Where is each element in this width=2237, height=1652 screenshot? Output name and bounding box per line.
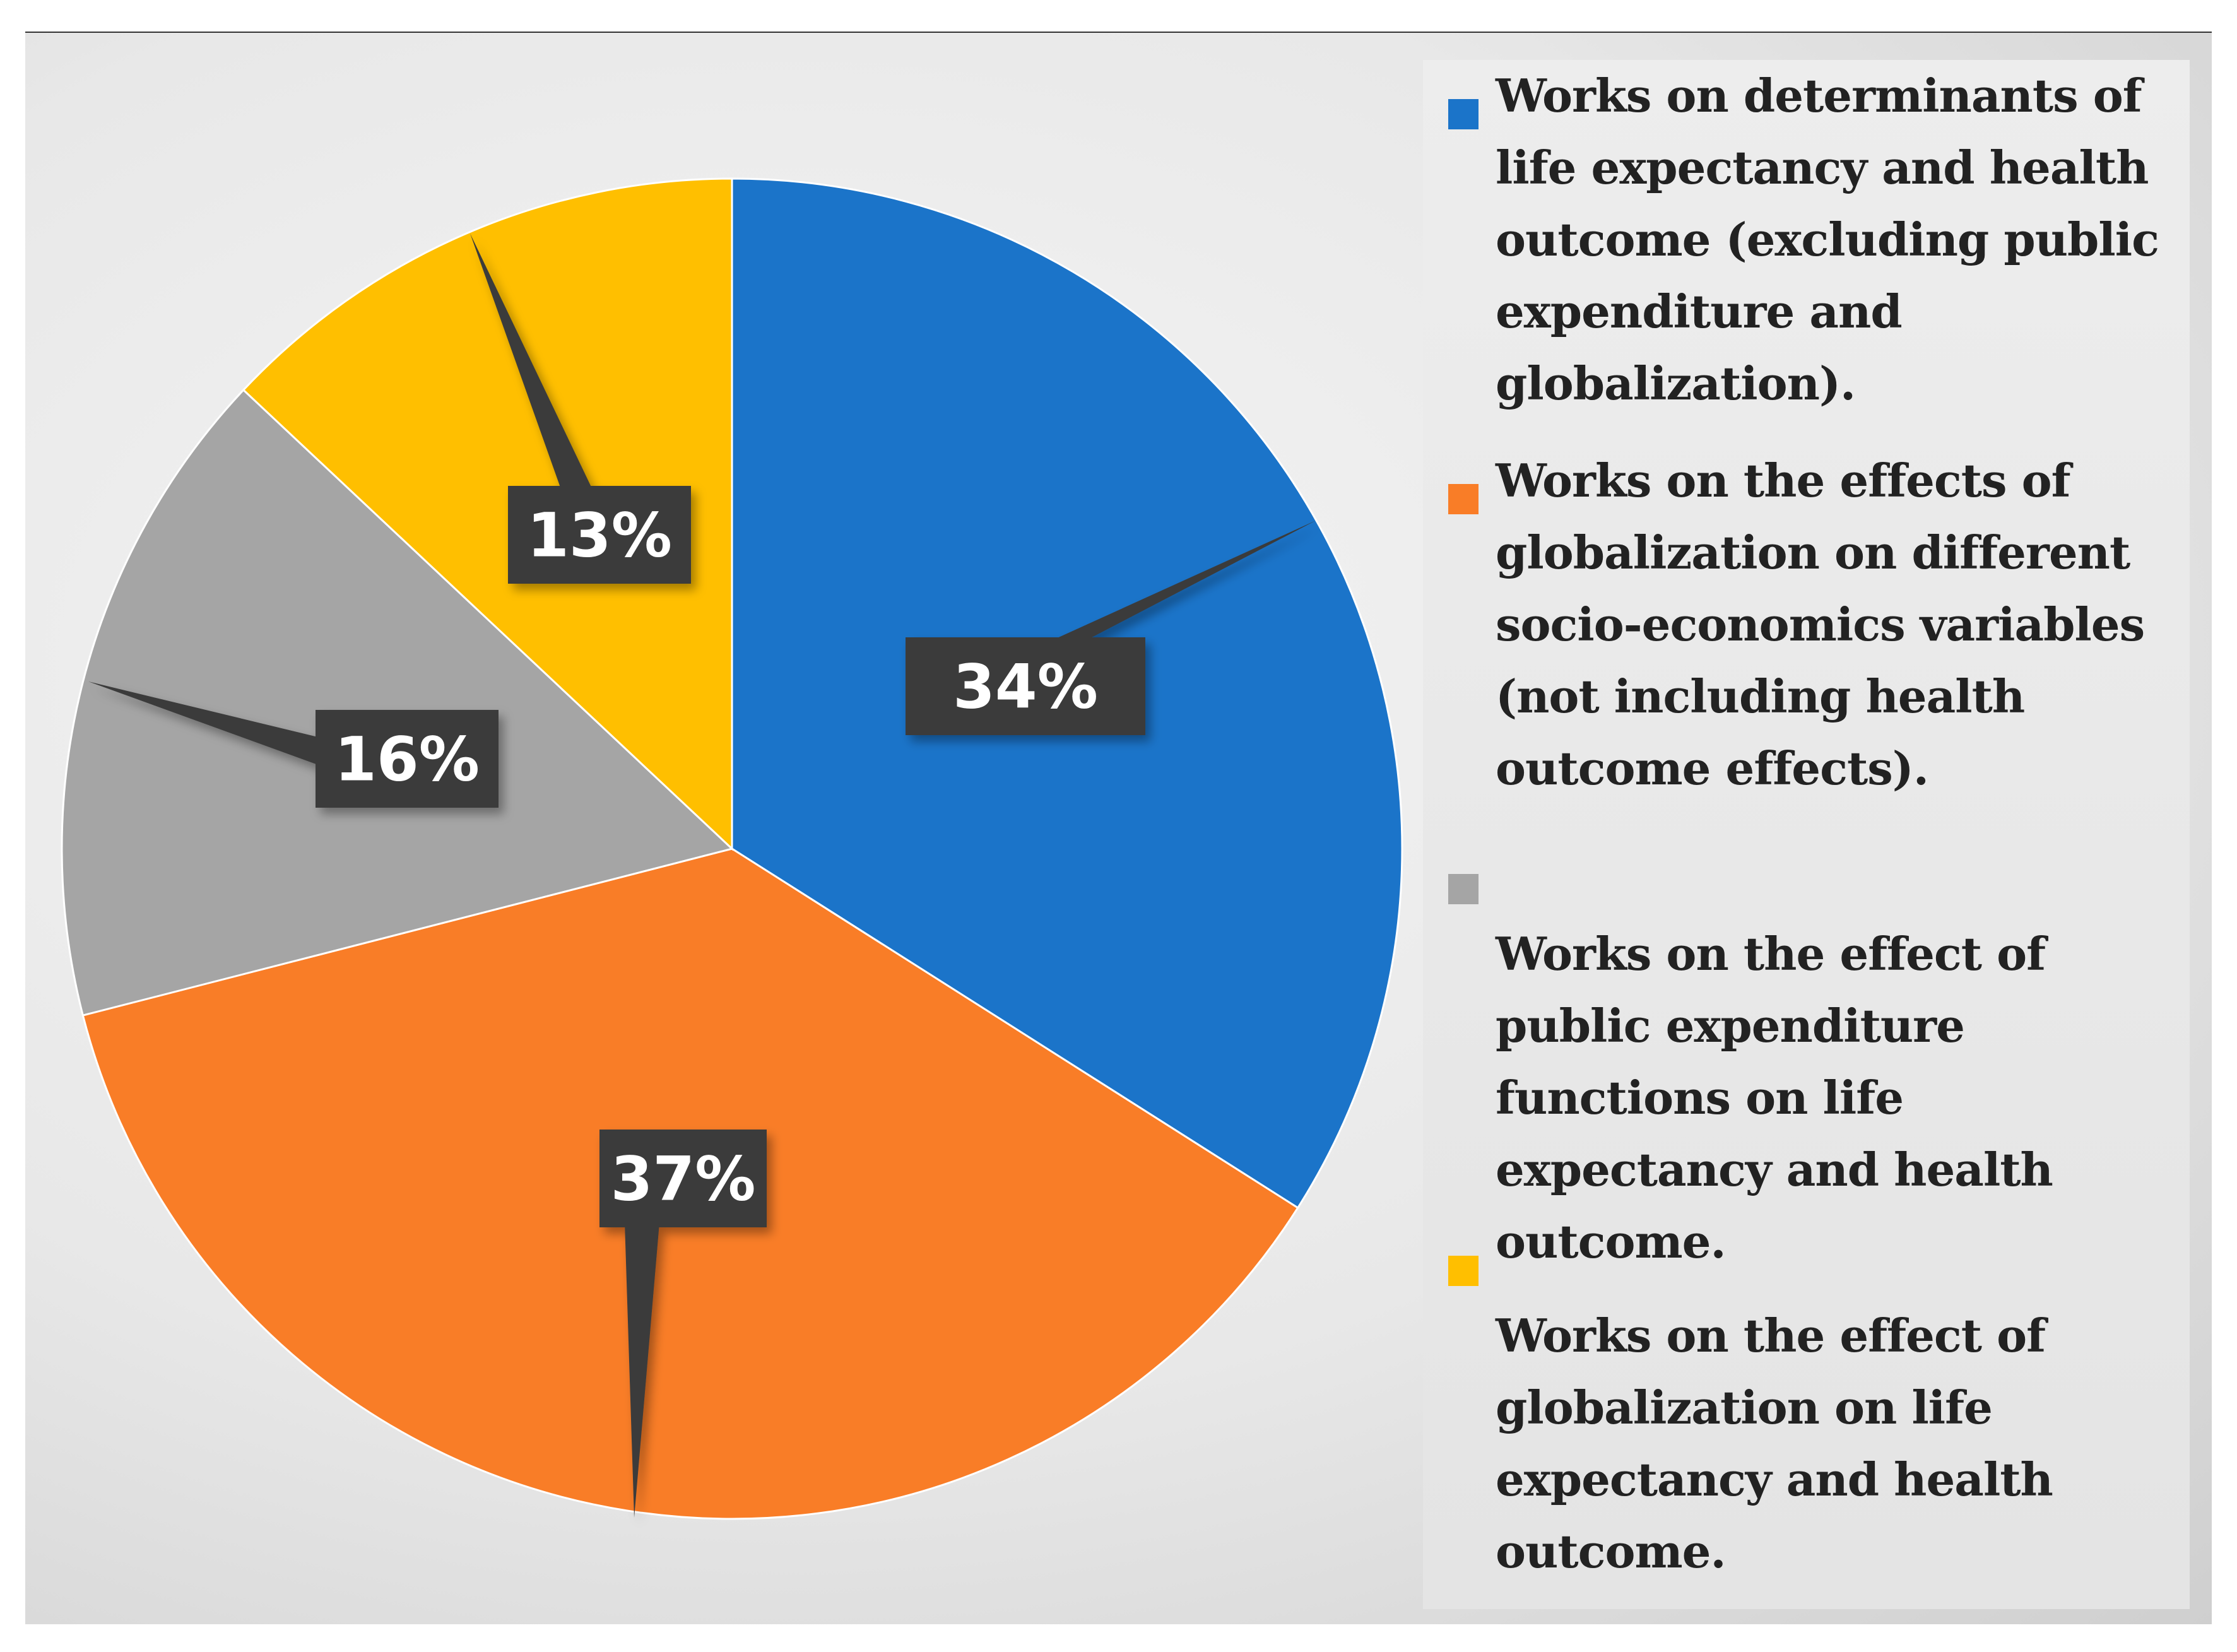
data-label: 37% [611, 1144, 756, 1215]
data-label-callout: 16% [88, 681, 499, 808]
slice-globalization-life-expectancy [242, 177, 733, 851]
data-label: 34% [953, 652, 1098, 723]
top-rule [25, 32, 2212, 33]
callout-pointer [625, 1223, 659, 1518]
callout-box [508, 486, 691, 584]
legend: Works on determinants of life expectancy… [1423, 60, 2190, 1609]
legend-label: Works on the effect of public expenditur… [1496, 927, 2053, 1268]
callout-box [599, 1130, 767, 1227]
legend-swatch [1448, 484, 1479, 514]
callout-pointer [1048, 521, 1316, 642]
callout-box [316, 710, 499, 808]
data-label: 16% [334, 724, 480, 795]
legend-label: Works on the effect of globalization on … [1496, 1309, 2053, 1578]
data-label-callout: 34% [906, 521, 1316, 735]
legend-swatch [1448, 1256, 1479, 1286]
callout-pointer [470, 233, 593, 491]
legend-label: Works on determinants of life expectancy… [1496, 69, 2159, 410]
legend-swatch [1448, 99, 1479, 129]
data-label: 13% [527, 500, 672, 571]
callout-pointer [88, 681, 323, 767]
data-label-callout: 13% [470, 233, 691, 584]
legend-label: Works on the effects of globalization on… [1496, 454, 2145, 795]
legend-swatch [1448, 874, 1479, 904]
callout-box [906, 637, 1145, 735]
slice-public-expenditure [61, 388, 735, 1017]
data-label-callout: 37% [599, 1130, 767, 1518]
